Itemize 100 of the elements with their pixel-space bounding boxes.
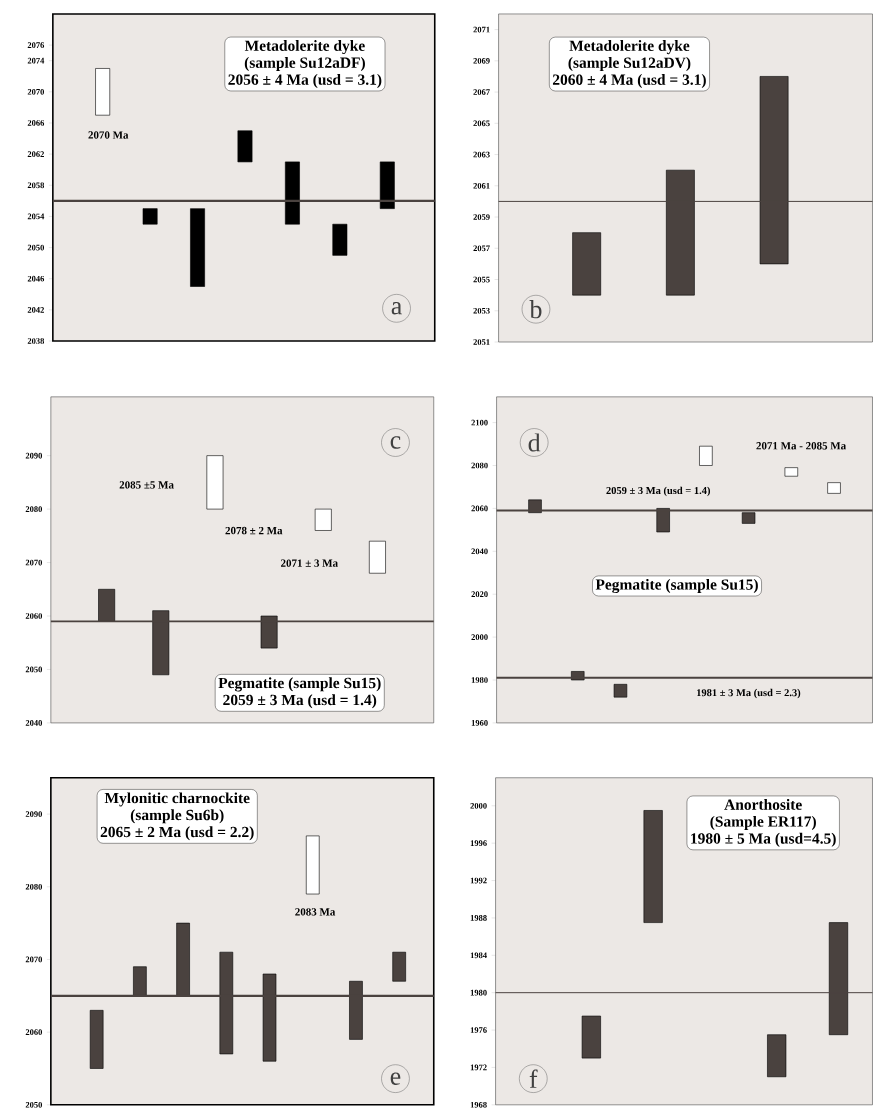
- ref-line-label: 1981 ± 3 Ma (usd = 2.3): [696, 688, 800, 699]
- y-tick-label: 1984: [470, 952, 487, 959]
- annotation: a: [391, 302, 402, 315]
- y-tick-label: 2050: [25, 1101, 42, 1108]
- y-tick-label: 2080: [25, 883, 42, 890]
- y-tick-label: 2038: [27, 338, 44, 344]
- bar: [784, 467, 798, 477]
- y-tick-label: 1972: [470, 1064, 487, 1071]
- y-tick-label: 2076: [27, 42, 44, 48]
- bar: [237, 130, 253, 163]
- annotation: e: [390, 1072, 401, 1085]
- y-tick-label: 2067: [473, 89, 490, 95]
- y-tick-label: 2042: [27, 307, 44, 313]
- text: (sample Su12aDF): [244, 56, 365, 71]
- y-tick-label: 1980: [470, 989, 487, 996]
- y-tick-label: 2000: [471, 634, 488, 640]
- bar: [284, 161, 300, 225]
- y-tick-label: 2060: [471, 505, 488, 512]
- y-tick-label: 2062: [27, 151, 44, 157]
- text: Anorthosite: [724, 798, 802, 810]
- text: Metadolerite dyke: [569, 40, 690, 55]
- annotation: c: [390, 436, 401, 449]
- bar: [392, 951, 406, 982]
- annotation: b: [529, 300, 542, 319]
- bar: [142, 208, 158, 225]
- bar: [643, 810, 663, 923]
- bar: [827, 482, 841, 494]
- ref-line-label: 2059 ± 3 Ma (usd = 1.4): [606, 486, 710, 497]
- text: Pegmatite (sample Su15): [218, 677, 381, 692]
- y-tick-label: 2070: [25, 956, 42, 963]
- annotation: d: [528, 433, 541, 452]
- y-tick-label: 2074: [27, 57, 44, 64]
- y-tick-label: 2060: [25, 1029, 42, 1035]
- text: Mylonitic charnockite: [104, 792, 250, 807]
- bar: [206, 455, 224, 510]
- y-tick-label: 2070: [25, 559, 42, 566]
- annotation: 2056 ± 4 Ma (usd = 3.1): [228, 73, 382, 88]
- y-tick-label: 1976: [470, 1027, 487, 1033]
- y-tick-label: 1992: [470, 877, 487, 884]
- y-tick-label: 2080: [25, 506, 42, 512]
- annotation: f: [529, 1069, 538, 1088]
- bar: [698, 445, 713, 466]
- text: (sample Su12aDV): [568, 57, 691, 72]
- bar: [332, 223, 348, 256]
- y-tick-label: 2050: [27, 244, 44, 251]
- y-tick-label: 2065: [473, 120, 490, 127]
- text: Metadolerite dyke: [244, 40, 365, 55]
- annotation: 2065 ± 2 Ma (usd = 2.2): [100, 826, 254, 841]
- text: Pegmatite (sample Su15): [595, 578, 758, 594]
- y-tick-label: 2090: [25, 452, 42, 459]
- text: (Sample ER117): [710, 815, 816, 830]
- annotation: 2070 Ma: [88, 131, 129, 139]
- y-tick-label: 2080: [471, 462, 488, 469]
- bar: [305, 835, 320, 895]
- y-tick-label: 2066: [27, 120, 44, 126]
- y-tick-label: 2071: [473, 26, 490, 33]
- annotation: 1980 ± 5 Ma (usd=4.5): [690, 832, 836, 847]
- y-tick-label: 2061: [473, 182, 490, 189]
- y-tick-label: 2063: [473, 151, 490, 158]
- annotation: 2071 ± 3 Ma: [280, 559, 338, 567]
- y-tick-label: 1960: [471, 720, 488, 726]
- y-tick-label: 2054: [27, 213, 44, 220]
- y-tick-label: 2100: [471, 419, 488, 426]
- y-tick-label: 1996: [470, 840, 487, 847]
- y-tick-label: 2057: [473, 245, 490, 252]
- text: (sample Su6b): [130, 809, 224, 824]
- bar: [581, 1015, 601, 1059]
- y-tick-label: 2070: [27, 88, 44, 95]
- bar: [572, 232, 601, 296]
- annotation: 2059 ± 3 Ma (usd = 1.4): [223, 694, 376, 709]
- y-tick-label: 1988: [470, 915, 487, 921]
- bar: [368, 540, 386, 574]
- bar: [95, 68, 110, 116]
- y-tick-label: 2059: [473, 214, 490, 220]
- annotation: 2078 ± 2 Ma: [225, 526, 283, 535]
- y-tick-label: 2050: [25, 666, 42, 673]
- y-tick-label: 2046: [27, 275, 44, 282]
- bar: [89, 1010, 104, 1069]
- y-tick-label: 2060: [25, 613, 42, 619]
- bar: [379, 161, 395, 209]
- annotation: 2060 ± 4 Ma (usd = 3.1): [552, 74, 706, 89]
- y-tick-label: 1980: [471, 677, 488, 683]
- bar: [613, 684, 627, 698]
- annotation: 2083 Ma: [295, 908, 335, 916]
- y-tick-label: 2069: [473, 57, 490, 64]
- y-tick-label: 1968: [470, 1101, 487, 1108]
- y-tick-label: 2020: [471, 591, 488, 598]
- bar: [314, 508, 332, 531]
- y-tick-label: 2055: [473, 276, 490, 283]
- y-tick-label: 2051: [473, 339, 490, 345]
- annotation: 2071 Ma - 2085 Ma: [756, 442, 846, 450]
- annotation: 2085 ±5 Ma: [119, 481, 174, 489]
- y-tick-label: 2053: [473, 307, 490, 314]
- y-tick-label: 2040: [25, 720, 42, 726]
- bar: [766, 1034, 787, 1078]
- y-tick-label: 2000: [470, 802, 487, 809]
- y-tick-label: 2058: [27, 182, 44, 189]
- bar: [189, 208, 205, 287]
- y-tick-label: 2090: [25, 811, 42, 817]
- y-tick-label: 2040: [471, 548, 488, 555]
